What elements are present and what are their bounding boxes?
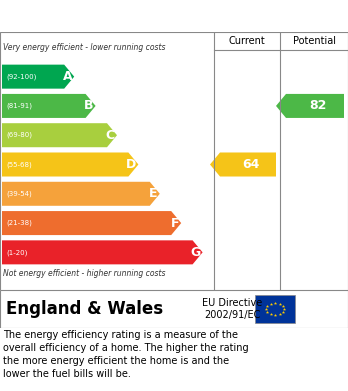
Polygon shape: [2, 65, 74, 89]
Text: F: F: [171, 217, 179, 230]
Text: England & Wales: England & Wales: [6, 300, 163, 318]
Text: A: A: [63, 70, 72, 83]
Text: EU Directive
2002/91/EC: EU Directive 2002/91/EC: [202, 298, 262, 320]
Text: D: D: [126, 158, 136, 171]
Text: The energy efficiency rating is a measure of the
overall efficiency of a home. T: The energy efficiency rating is a measur…: [3, 330, 249, 380]
Text: (69-80): (69-80): [6, 132, 32, 138]
Text: Energy Efficiency Rating: Energy Efficiency Rating: [10, 9, 220, 23]
Text: (81-91): (81-91): [6, 103, 32, 109]
Text: Current: Current: [229, 36, 266, 46]
Polygon shape: [2, 152, 139, 176]
Bar: [255, 295, 295, 323]
Text: C: C: [106, 129, 115, 142]
Text: 64: 64: [242, 158, 260, 171]
Text: (39-54): (39-54): [6, 190, 32, 197]
Polygon shape: [276, 94, 344, 118]
Text: Not energy efficient - higher running costs: Not energy efficient - higher running co…: [3, 269, 166, 278]
Polygon shape: [2, 123, 117, 147]
Polygon shape: [2, 240, 203, 264]
Text: (1-20): (1-20): [6, 249, 27, 256]
Text: G: G: [190, 246, 200, 259]
Text: (55-68): (55-68): [6, 161, 32, 168]
Text: B: B: [84, 99, 94, 113]
Polygon shape: [2, 94, 96, 118]
Text: Potential: Potential: [293, 36, 335, 46]
Polygon shape: [2, 211, 181, 235]
Text: E: E: [149, 187, 158, 200]
Text: (92-100): (92-100): [6, 74, 37, 80]
Polygon shape: [210, 152, 276, 176]
Text: 82: 82: [309, 99, 327, 113]
Polygon shape: [2, 182, 160, 206]
Text: Very energy efficient - lower running costs: Very energy efficient - lower running co…: [3, 43, 166, 52]
Text: (21-38): (21-38): [6, 220, 32, 226]
